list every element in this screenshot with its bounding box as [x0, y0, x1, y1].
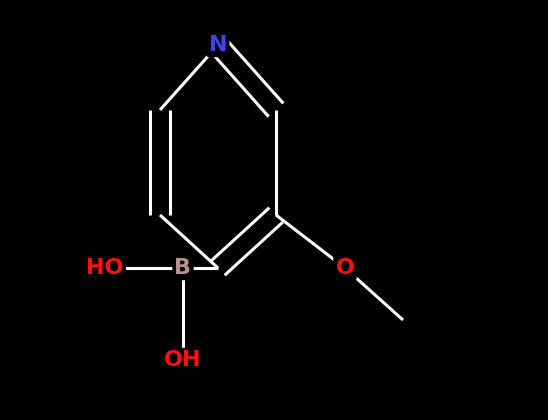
Text: B: B — [174, 258, 191, 278]
Text: HO: HO — [86, 258, 124, 278]
Text: O: O — [335, 258, 355, 278]
Text: N: N — [209, 35, 227, 55]
Text: OH: OH — [164, 350, 202, 370]
